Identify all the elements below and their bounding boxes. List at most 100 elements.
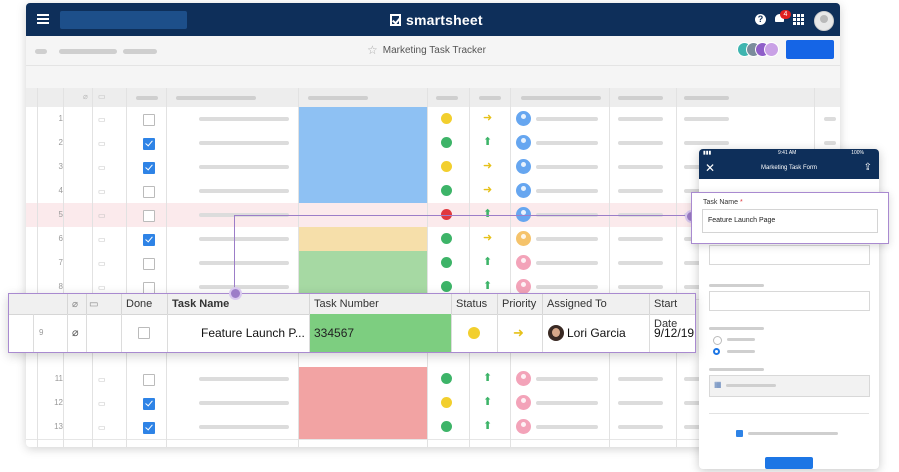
attachment-icon[interactable]: ⌀ [72,327,79,339]
status-dot[interactable] [441,397,452,408]
app-launcher-icon[interactable] [793,14,804,25]
priority-arrow-right-icon[interactable]: ➜ [483,184,493,196]
task-number-cell[interactable] [298,179,427,203]
status-dot[interactable] [441,373,452,384]
task-number-cell[interactable] [298,251,427,275]
col-header-task-number[interactable]: Task Number [314,298,379,310]
comment-icon[interactable]: ▭ [98,163,106,172]
task-number-cell[interactable] [298,415,427,439]
assignee-avatar[interactable] [516,231,531,246]
comment-icon[interactable]: ▭ [98,423,106,432]
status-yellow-dot[interactable] [468,327,480,339]
comment-icon[interactable]: ▭ [98,283,106,292]
assignee-avatar[interactable] [516,159,531,174]
task-number-cell[interactable] [298,107,427,131]
done-checkbox[interactable] [143,210,155,222]
form-field[interactable] [709,245,870,265]
task-number-cell[interactable]: 334567 [309,314,451,352]
date-field[interactable]: ▦ [709,375,870,397]
share-button[interactable] [786,40,834,59]
comment-icon[interactable]: ▭ [98,211,106,220]
priority-arrow-up-icon[interactable]: ⬆ [483,372,493,384]
submit-button[interactable] [765,457,813,469]
comment-icon[interactable]: ▭ [98,187,106,196]
task-number-cell[interactable] [298,227,427,251]
done-checkbox[interactable] [143,234,155,246]
search-box[interactable] [60,11,187,29]
status-dot[interactable] [441,257,452,268]
priority-arrow-right-icon[interactable]: ➜ [483,232,493,244]
comment-icon[interactable]: ▭ [98,235,106,244]
assignee-avatar[interactable] [516,395,531,410]
assignee-avatar[interactable] [516,135,531,150]
col-header-assigned-to[interactable]: Assigned To [547,298,607,310]
priority-arrow-up-icon[interactable]: ⬆ [483,420,493,432]
comment-icon[interactable]: ▭ [98,115,106,124]
assignee-avatar[interactable] [516,255,531,270]
menu-placeholder[interactable] [123,49,157,54]
radio-option-selected[interactable] [713,348,720,355]
done-checkbox[interactable] [143,258,155,270]
col-header-start-date[interactable]: Start Date [654,298,678,330]
priority-arrow-up-icon[interactable]: ⬆ [483,136,493,148]
done-checkbox[interactable] [138,327,150,339]
priority-arrow-up-icon[interactable]: ⬆ [483,396,493,408]
priority-arrow-up-icon[interactable]: ⬆ [483,208,493,220]
comment-icon[interactable]: ▭ [98,259,106,268]
start-date-cell[interactable]: 9/12/19 [654,326,695,340]
close-icon[interactable]: ✕ [705,161,716,175]
status-dot[interactable] [441,185,452,196]
assignee-avatar[interactable] [516,419,531,434]
assignee-avatar[interactable] [516,371,531,386]
task-number-cell[interactable] [298,367,427,391]
user-avatar[interactable] [814,11,834,31]
comment-icon[interactable]: ▭ [98,139,106,148]
task-name-input[interactable]: Feature Launch Page [702,209,878,233]
task-number-cell[interactable] [298,391,427,415]
share-icon[interactable]: ⇪ [863,162,872,173]
menu-icon[interactable] [37,14,49,24]
collaborator-avatar[interactable] [764,42,779,57]
status-dot[interactable] [441,281,452,292]
assignee-avatar[interactable] [516,279,531,294]
priority-arrow-right-icon[interactable]: ➜ [513,325,524,340]
assignee-avatar[interactable] [516,183,531,198]
done-checkbox[interactable] [143,162,155,174]
comment-icon[interactable]: ▭ [98,375,106,384]
back-placeholder[interactable] [35,49,47,54]
form-field[interactable] [709,291,870,311]
favorite-star-icon[interactable]: ☆ [367,43,378,57]
menu-placeholder[interactable] [59,49,117,54]
help-icon[interactable]: ? [755,14,766,25]
table-row[interactable]: 1 ➜ ▭ [26,107,840,132]
col-header-status[interactable]: Status [456,298,488,310]
task-number-cell[interactable] [298,155,427,179]
priority-arrow-up-icon[interactable]: ⬆ [483,280,493,292]
notifications-bell-icon[interactable] [774,12,786,24]
done-checkbox[interactable] [143,138,155,150]
status-dot[interactable] [441,233,452,244]
status-dot[interactable] [441,137,452,148]
assignee-avatar[interactable] [516,207,531,222]
done-checkbox[interactable] [143,422,155,434]
status-dot[interactable] [441,113,452,124]
assignee-avatar[interactable] [516,111,531,126]
form-checkbox[interactable] [736,430,743,437]
priority-arrow-up-icon[interactable]: ⬆ [483,256,493,268]
priority-arrow-right-icon[interactable]: ➜ [483,112,493,124]
priority-arrow-right-icon[interactable]: ➜ [483,160,493,172]
task-name-cell[interactable]: Feature Launch P... [201,326,305,340]
status-dot[interactable] [441,421,452,432]
done-checkbox[interactable] [143,398,155,410]
status-dot[interactable] [441,209,452,220]
col-header-priority[interactable]: Priority [502,298,537,310]
done-checkbox[interactable] [143,114,155,126]
col-header-task-name[interactable]: Task Name [172,298,230,310]
col-header-done[interactable]: Done [126,298,153,310]
status-dot[interactable] [441,161,452,172]
done-checkbox[interactable] [143,374,155,386]
radio-option[interactable] [713,336,722,345]
assigned-to-cell[interactable]: Lori Garcia [567,326,626,340]
done-checkbox[interactable] [143,186,155,198]
task-number-cell[interactable] [298,131,427,155]
